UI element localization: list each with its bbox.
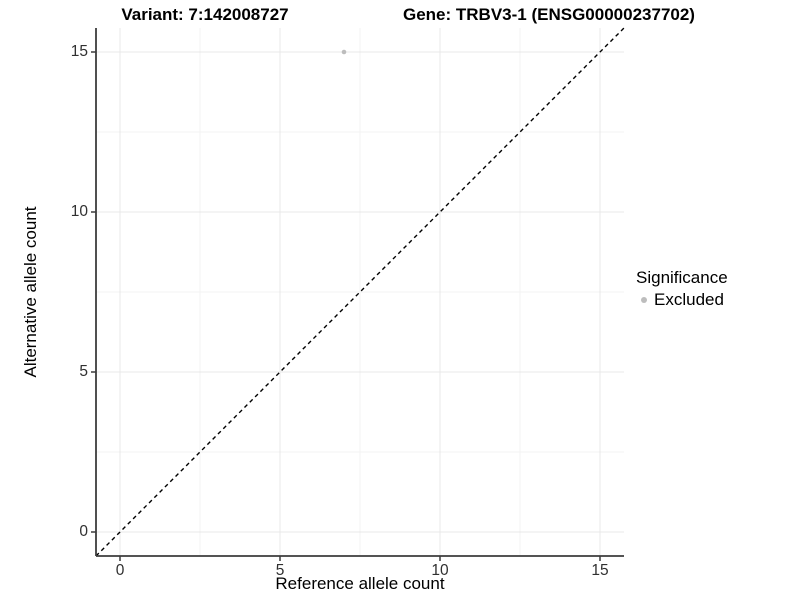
data-point	[341, 49, 347, 55]
x-tick-label: 15	[591, 562, 609, 579]
x-tick-label: 5	[275, 562, 285, 579]
plot-title-gene: Gene: TRBV3-1 (ENSG00000237702)	[403, 5, 695, 24]
x-tick-label: 10	[431, 562, 449, 579]
legend-title: Significance	[636, 268, 728, 287]
legend-item-label: Excluded	[654, 290, 724, 309]
x-axis-title: Reference allele count	[275, 574, 445, 593]
y-tick-label: 0	[79, 523, 88, 540]
plot-title-variant: Variant: 7:142008727	[121, 5, 289, 24]
y-tick-label: 15	[70, 43, 88, 60]
y-tick-label: 10	[70, 203, 88, 220]
y-tick-label: 5	[79, 363, 88, 380]
x-tick-label: 0	[115, 562, 125, 579]
legend: Significance Excluded	[636, 267, 728, 310]
excluded-point-icon	[636, 292, 652, 308]
legend-item-excluded: Excluded	[636, 290, 728, 310]
